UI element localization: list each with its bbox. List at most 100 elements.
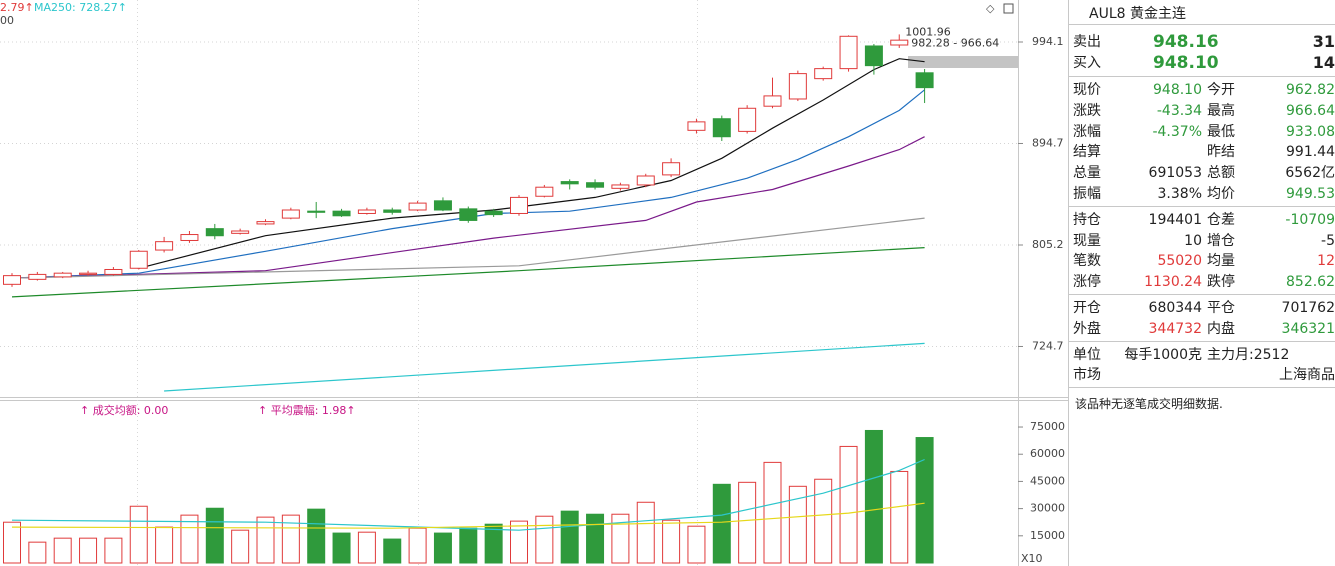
candle-body <box>433 200 452 211</box>
volume-bar <box>53 537 72 564</box>
volume-average <box>11 502 925 529</box>
volume-bar <box>839 445 858 564</box>
ma-label: 00 <box>0 14 14 27</box>
quote-value: 12 <box>1317 253 1335 270</box>
volume-bar <box>155 526 174 564</box>
candle-body <box>3 275 21 285</box>
volume-bar <box>3 521 21 564</box>
quote-label: 外盘 <box>1073 320 1101 337</box>
icon[interactable]: ◇ <box>986 2 995 15</box>
quote-value: -5 <box>1321 232 1335 249</box>
candle-body <box>180 234 199 241</box>
quote-value: 55020 <box>1157 253 1202 270</box>
volume-bar <box>180 514 199 564</box>
quote-row: 涨停 1130.24 跌停 852.62 <box>1073 272 1335 292</box>
candle-body <box>636 175 655 186</box>
candle-body <box>53 272 72 278</box>
y-tick-label: 60000 <box>1030 447 1065 460</box>
y-tick-label: 15000 <box>1030 529 1065 542</box>
quote-row: 单位 每手1000克 主力月:2512 <box>1073 345 1335 365</box>
volume-bar <box>586 513 605 564</box>
candle-body <box>408 202 427 211</box>
volume-header: ↑ 成交均额: 0.00 <box>80 403 168 417</box>
candle-body <box>712 118 731 138</box>
quote-label: 主力月:2512 <box>1207 346 1290 363</box>
candle-body <box>662 162 681 176</box>
y-tick-label: 30000 <box>1030 502 1065 515</box>
candle-body <box>357 209 376 214</box>
volume-bar <box>231 529 250 564</box>
quote-label: 内盘 <box>1207 320 1235 337</box>
volume-bar <box>79 537 98 564</box>
quote-value: -4.37% <box>1152 123 1202 140</box>
separator <box>1069 76 1335 77</box>
quote-label: 昨结 <box>1207 144 1235 161</box>
quote-label: 振幅 <box>1073 186 1101 202</box>
y-tick-label: 805.2 <box>1032 238 1064 251</box>
volume-bar <box>129 505 148 564</box>
quote-value: 852.62 <box>1286 274 1335 291</box>
volume-bar <box>256 516 275 564</box>
quote-value: 680344 <box>1148 300 1202 316</box>
quote-label: 结算 <box>1073 144 1101 161</box>
annotation: 1001.96 <box>905 25 951 38</box>
quote-value: 1130.24 <box>1144 274 1202 291</box>
volume-average <box>11 458 925 531</box>
quote-value: 6562亿 <box>1285 165 1335 182</box>
candle-body <box>332 210 351 217</box>
quote-label: 最低 <box>1207 123 1235 140</box>
separator <box>1069 340 1335 342</box>
quote-row: 现价 948.10 今开 962.82 <box>1073 80 1335 100</box>
volume-bar <box>205 507 224 564</box>
candle-body <box>155 241 174 251</box>
volume-bar <box>535 515 554 564</box>
candle-body <box>129 250 148 269</box>
quote-label: 涨停 <box>1073 274 1101 291</box>
quote-label: 今开 <box>1207 82 1235 98</box>
volume-bar <box>484 523 503 564</box>
panel-note: 该品种无逐笔成交明细数据. <box>1075 397 1223 412</box>
candle-body <box>484 210 503 216</box>
quote-value: 933.08 <box>1286 123 1335 140</box>
price-highlight <box>908 56 1018 68</box>
volume-bar <box>890 470 909 564</box>
quote-value: 991.44 <box>1286 144 1335 161</box>
quote-value: 949.53 <box>1286 186 1335 202</box>
candle-body <box>281 209 300 219</box>
candle-body <box>611 184 630 189</box>
candle-body <box>864 45 883 67</box>
volume-bar <box>763 461 782 564</box>
quote-label: 增仓 <box>1207 232 1235 249</box>
quote-label: 均价 <box>1207 186 1235 202</box>
volume-bar <box>864 429 883 564</box>
volume-bar <box>687 525 706 564</box>
moving-average <box>11 247 925 298</box>
chart: ◇ 2.79↑ MA250: 728.27↑ 00 ↑ 成交均额: 0.00 ↑… <box>0 0 1068 566</box>
candle-body <box>890 39 909 46</box>
annotation: 982.28 - 966.64 <box>911 36 999 49</box>
quote-label: 持仓 <box>1073 211 1101 228</box>
candle-body <box>104 268 123 275</box>
quote-row: 现量 10 增仓 -5 <box>1073 231 1335 251</box>
quote-row: 外盘 344732 内盘 346321 <box>1073 319 1335 339</box>
candle-body <box>205 228 224 237</box>
candle-body <box>687 121 706 131</box>
candle-body <box>915 72 934 89</box>
volume-bar <box>408 527 427 564</box>
candle-body <box>28 273 47 280</box>
icon[interactable] <box>1003 3 1014 14</box>
book-qty: 31 <box>1312 32 1335 51</box>
quote-row: 笔数 55020 均量 12 <box>1073 251 1335 271</box>
quote-label: 跌停 <box>1207 274 1235 291</box>
candle-body <box>307 210 326 213</box>
book-row: 卖出 948.16 31 <box>1073 32 1335 52</box>
quote-panel: AUL8 黄金主连 卖出 948.16 31 买入 948.10 14 现价 948.10 今开 9… <box>1068 0 1335 566</box>
book-label: 卖出 <box>1073 34 1101 50</box>
ma-label: MA250: 728.27↑ <box>34 1 127 14</box>
volume-bar <box>383 538 402 564</box>
scale-label: X10 <box>1021 552 1043 565</box>
quote-row: 开仓 680344 平仓 701762 <box>1073 298 1335 318</box>
quote-row: 振幅 3.38% 均价 949.53 <box>1073 184 1335 204</box>
volume-bar <box>281 514 300 564</box>
